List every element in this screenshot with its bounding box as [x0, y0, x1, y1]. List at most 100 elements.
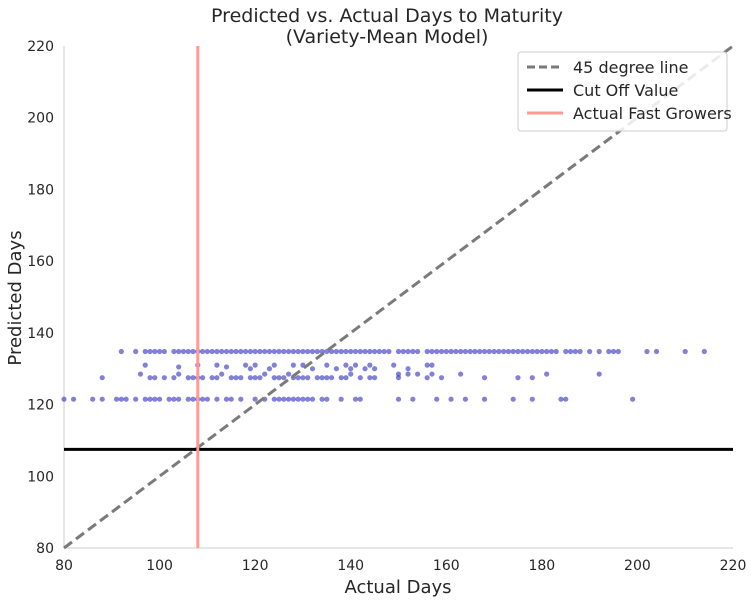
scatter-point [152, 396, 158, 402]
scatter-point [405, 348, 411, 355]
scatter-point [472, 348, 478, 355]
scatter-point [257, 348, 263, 355]
x-axis-label: Actual Days [344, 577, 451, 598]
scatter-point [381, 348, 387, 355]
scatter-point [214, 362, 220, 368]
scatter-point [152, 375, 158, 381]
scatter-point [438, 375, 445, 381]
legend-label-fast-growers: Actual Fast Growers [573, 104, 732, 123]
scatter-point [644, 348, 650, 355]
scatter-point [434, 348, 440, 355]
scatter-point [348, 348, 354, 355]
scatter-point [395, 396, 402, 402]
scatter-point [142, 348, 148, 355]
scatter-points [61, 348, 707, 402]
scatter-point [367, 348, 373, 355]
scatter-point [357, 396, 363, 402]
scatter-point [477, 348, 483, 355]
scatter-point [99, 396, 105, 402]
scatter-point [357, 348, 363, 355]
scatter-point [462, 348, 468, 355]
scatter-point [219, 371, 225, 377]
scatter-point [367, 362, 373, 368]
scatter-point [329, 375, 335, 381]
scatter-point [386, 348, 392, 355]
scatter-point [176, 364, 182, 370]
scatter-point [343, 362, 349, 368]
scatter-point [118, 396, 124, 402]
scatter-point [228, 348, 234, 355]
scatter-point [257, 375, 263, 381]
scatter-point [395, 348, 402, 355]
scatter-point [290, 396, 296, 402]
scatter-point [295, 396, 301, 402]
scatter-point [305, 396, 311, 402]
scatter-point [309, 396, 316, 402]
scatter-point [152, 348, 158, 355]
scatter-point [176, 348, 182, 355]
scatter-point [486, 348, 492, 355]
x-tick-label: 200 [624, 558, 651, 574]
scatter-point [415, 348, 421, 355]
scatter-point [209, 348, 215, 355]
scatter-point [596, 371, 602, 377]
scatter-point [171, 348, 177, 355]
scatter-point [596, 348, 602, 355]
scatter-point [266, 348, 273, 355]
scatter-point [558, 396, 564, 402]
scatter-point [467, 348, 473, 355]
scatter-point [176, 371, 182, 377]
x-tick-label: 180 [528, 558, 555, 574]
scatter-point [247, 348, 253, 355]
scatter-point [324, 362, 330, 368]
scatter-point [653, 348, 660, 355]
scatter-point [630, 396, 636, 402]
scatter-point [348, 366, 354, 372]
scatter-point [300, 375, 306, 381]
scatter-point [242, 362, 249, 368]
scatter-point [271, 348, 277, 355]
scatter-point [295, 348, 301, 355]
scatter-point [228, 396, 234, 402]
scatter-point [333, 366, 339, 372]
scatter-point [133, 348, 139, 355]
scatter-point [615, 348, 621, 355]
scatter-point [610, 348, 617, 355]
scatter-point [281, 375, 287, 381]
scatter-point [271, 375, 277, 381]
scatter-point [281, 396, 287, 402]
scatter-point [309, 366, 316, 372]
y-tick-label: 200 [27, 111, 54, 127]
scatter-point [424, 362, 430, 368]
scatter-point [372, 375, 378, 381]
scatter-point [329, 348, 335, 355]
scatter-point [309, 348, 316, 355]
scatter-point [219, 348, 225, 355]
y-tick-label: 220 [27, 39, 54, 55]
scatter-point [70, 396, 77, 402]
scatter-point [137, 371, 144, 377]
scatter-point [118, 348, 124, 355]
scatter-point [510, 396, 516, 402]
x-tick-label: 220 [720, 558, 747, 574]
y-tick-label: 120 [27, 398, 54, 414]
scatter-point [367, 375, 373, 381]
scatter-point [123, 396, 129, 402]
scatter-point [701, 348, 707, 355]
scatter-point [520, 348, 526, 355]
scatter-point [266, 366, 273, 372]
scatter-point [553, 348, 559, 355]
scatter-point [214, 348, 220, 355]
y-tick-label: 100 [27, 469, 54, 485]
scatter-point [501, 348, 507, 355]
scatter-point [529, 348, 535, 355]
scatter-point [391, 362, 397, 368]
scatter-point [544, 348, 550, 355]
x-tick-labels: 80 100 120 140 160 180 200 220 [55, 558, 746, 574]
scatter-point [410, 348, 416, 355]
scatter-point [338, 348, 344, 355]
scatter-point [400, 348, 406, 355]
scatter-point [161, 375, 167, 381]
y-axis-label: Predicted Days [5, 230, 26, 365]
x-tick-label: 160 [433, 558, 460, 574]
